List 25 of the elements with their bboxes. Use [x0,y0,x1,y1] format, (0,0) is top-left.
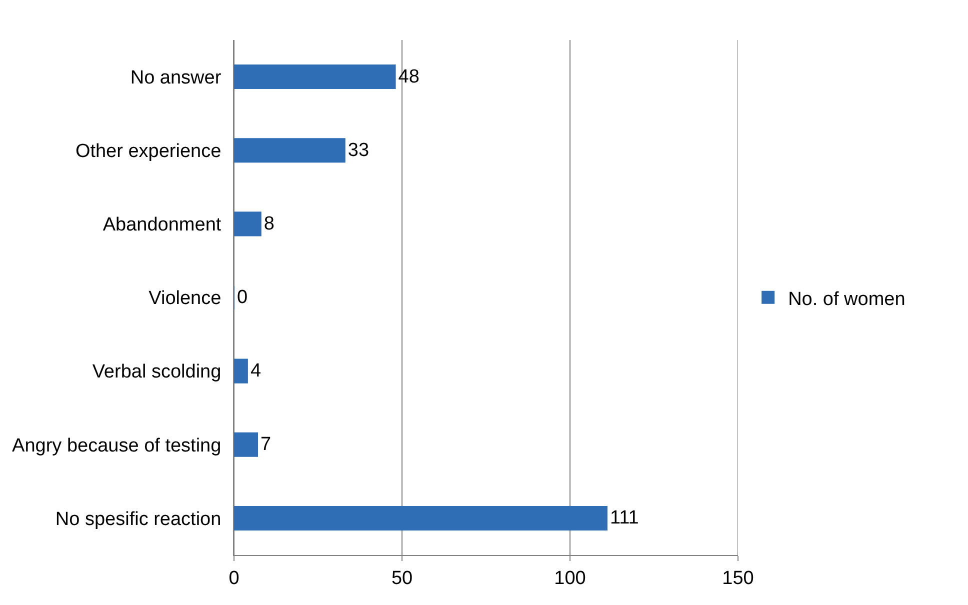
x-tick-label: 50 [391,568,413,589]
bar [234,212,262,236]
legend-label: No. of women [788,288,906,310]
x-tick-label: 0 [228,568,240,589]
data-label: 0 [237,287,248,308]
y-tick-label: No spesific reaction [55,508,222,530]
y-tick-label: Abandonment [102,214,222,236]
data-label: 8 [264,213,274,234]
bar [234,358,248,384]
x-tick-label: 100 [554,568,586,589]
data-label: 33 [348,140,370,161]
bar [234,138,346,163]
data-label: 4 [250,360,262,382]
y-tick-label: Angry because of testing [12,435,222,456]
bar [234,64,396,90]
y-tick-label: No answer [130,67,222,88]
bar [234,506,608,530]
y-tick-label: Other experience [75,141,222,162]
x-tick-label: 150 [722,568,754,589]
data-label: 48 [398,66,420,88]
data-label: 7 [260,434,272,456]
data-label: 111 [610,508,639,529]
y-tick-label: Violence [148,288,222,310]
bar [234,432,258,457]
y-tick-label: Verbal scolding [92,362,222,383]
